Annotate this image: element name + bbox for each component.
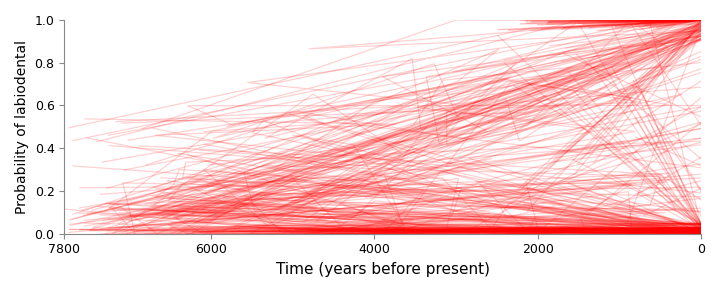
Y-axis label: Probability of labiodental: Probability of labiodental	[15, 40, 29, 214]
X-axis label: Time (years before present): Time (years before present)	[276, 262, 490, 277]
